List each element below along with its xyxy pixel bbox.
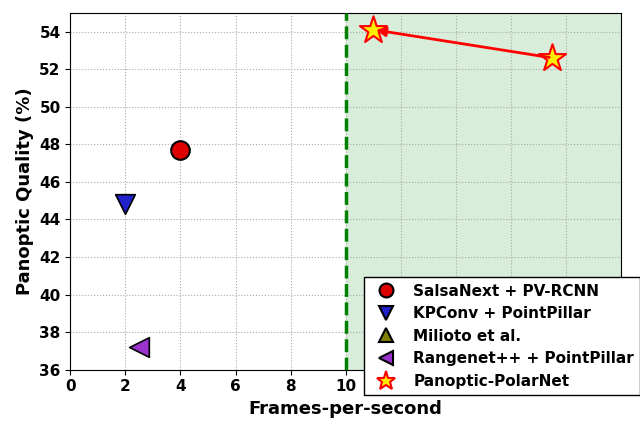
X-axis label: Frames-per-second: Frames-per-second xyxy=(249,400,442,418)
Bar xyxy=(346,13,621,370)
Legend: SalsaNext + PV-RCNN, KPConv + PointPillar, Milioto et al., Rangenet++ + PointPil: SalsaNext + PV-RCNN, KPConv + PointPilla… xyxy=(364,278,640,395)
Y-axis label: Panoptic Quality (%): Panoptic Quality (%) xyxy=(16,88,34,295)
Point xyxy=(547,54,557,61)
Point xyxy=(368,26,378,33)
Point xyxy=(120,201,131,208)
Point xyxy=(381,331,392,337)
Point xyxy=(134,344,145,351)
Point xyxy=(175,147,186,153)
